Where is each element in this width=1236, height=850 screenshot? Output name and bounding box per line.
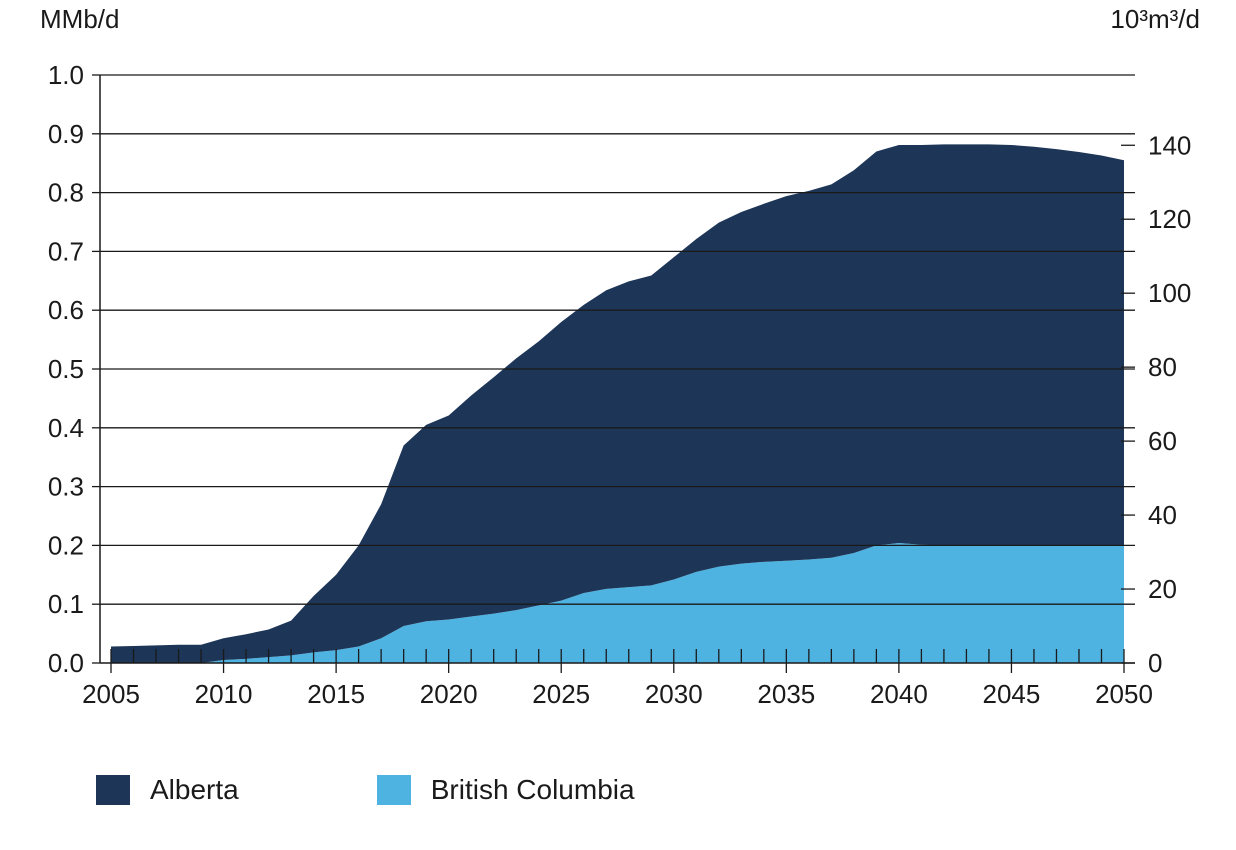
area-british-columbia — [111, 543, 1124, 663]
y-tick-label-0.1: 0.1 — [48, 589, 84, 619]
x-tick-label-2025: 2025 — [532, 679, 590, 709]
y-right-tick-label-20: 20 — [1148, 574, 1177, 604]
legend-label-british-columbia: British Columbia — [430, 774, 635, 805]
y-tick-label-0.9: 0.9 — [48, 119, 84, 149]
x-tick-label-2030: 2030 — [645, 679, 703, 709]
x-tick-label-2040: 2040 — [870, 679, 928, 709]
legend: Alberta British Columbia — [96, 774, 773, 806]
y-right-tick-label-140: 140 — [1148, 130, 1191, 160]
legend-swatch-british-columbia — [376, 775, 411, 805]
right-axis-unit-label: 10³m³/d — [1110, 4, 1200, 34]
y-right-tick-label-60: 60 — [1148, 426, 1177, 456]
x-tick-label-2010: 2010 — [195, 679, 253, 709]
y-right-tick-label-0: 0 — [1148, 648, 1162, 678]
y-tick-label-1.0: 1.0 — [48, 60, 84, 90]
y-tick-label-0.0: 0.0 — [48, 648, 84, 678]
y-tick-label-0.7: 0.7 — [48, 236, 84, 266]
y-right-tick-label-100: 100 — [1148, 278, 1191, 308]
left-axis-unit-label: MMb/d — [40, 4, 120, 34]
y-tick-label-0.2: 0.2 — [48, 530, 84, 560]
y-tick-label-0.4: 0.4 — [48, 413, 84, 443]
y-right-tick-label-120: 120 — [1148, 204, 1191, 234]
legend-item-alberta: Alberta — [96, 774, 239, 806]
y-tick-label-0.8: 0.8 — [48, 178, 84, 208]
x-tick-label-2015: 2015 — [307, 679, 365, 709]
x-tick-label-2045: 2045 — [983, 679, 1041, 709]
legend-label-alberta: Alberta — [150, 774, 239, 805]
x-tick-label-2050: 2050 — [1095, 679, 1153, 709]
y-tick-label-0.3: 0.3 — [48, 472, 84, 502]
y-tick-label-0.5: 0.5 — [48, 354, 84, 384]
legend-item-british-columbia: British Columbia — [376, 774, 635, 806]
legend-swatch-alberta — [96, 775, 130, 805]
x-tick-label-2020: 2020 — [420, 679, 478, 709]
y-right-tick-label-80: 80 — [1148, 352, 1177, 382]
x-tick-label-2005: 2005 — [82, 679, 140, 709]
y-right-tick-label-40: 40 — [1148, 500, 1177, 530]
y-tick-label-0.6: 0.6 — [48, 295, 84, 325]
area-alberta — [111, 144, 1124, 663]
x-tick-label-2035: 2035 — [757, 679, 815, 709]
